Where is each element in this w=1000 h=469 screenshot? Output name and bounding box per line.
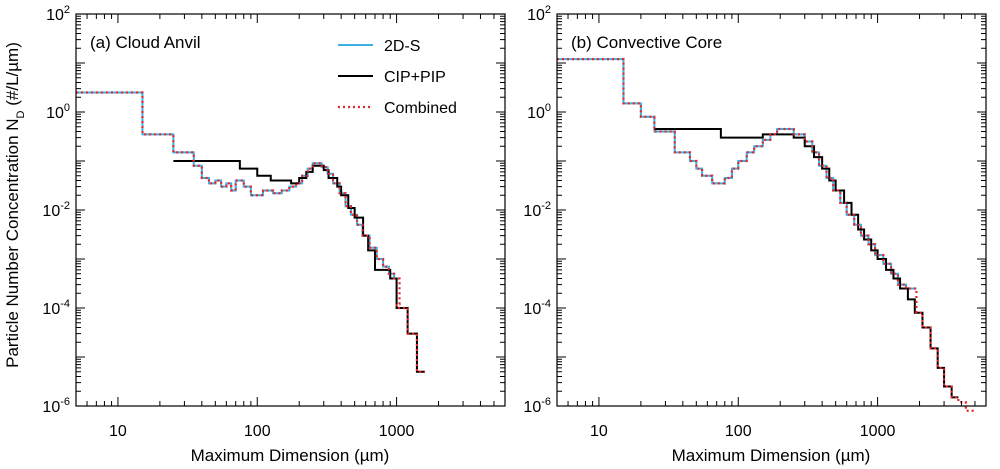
series-2d-s <box>76 91 400 280</box>
legend-label-combined: Combined <box>384 100 457 117</box>
x-tick-label: 1000 <box>379 423 415 440</box>
y-tick-label: 10-6 <box>523 396 551 416</box>
x-axis-label: Maximum Dimension (µm) <box>191 446 390 465</box>
series-combined <box>557 58 975 412</box>
series-layer <box>76 91 426 373</box>
y-tick-label: 10-4 <box>523 298 551 318</box>
x-tick-label: 100 <box>725 423 752 440</box>
y-tick-label: 102 <box>527 4 551 24</box>
y-tick-label: 100 <box>527 102 551 122</box>
plot-frame <box>556 13 987 407</box>
series-2d-s <box>557 58 917 290</box>
series-cip-pip <box>173 160 426 373</box>
legend-label-2d-s: 2D-S <box>384 38 420 55</box>
panel-convective-core: 10 100 1000 102 100 10-2 10-4 10-6 (b) Convecti… <box>523 4 987 465</box>
y-tick-label: 102 <box>46 4 70 24</box>
x-tick-label: 100 <box>244 423 271 440</box>
legend: 2D-S CIP+PIP Combined <box>338 38 457 117</box>
x-tick-label: 10 <box>109 423 127 440</box>
y-tick-label: 100 <box>46 102 70 122</box>
y-tick-label: 10-2 <box>523 200 551 220</box>
tick-layer: 10 100 1000 102 100 10-2 10-4 10-6 <box>42 4 506 440</box>
x-tick-label: 1000 <box>860 423 896 440</box>
x-axis-label: Maximum Dimension (µm) <box>672 446 871 465</box>
legend-label-cip-pip: CIP+PIP <box>384 69 446 86</box>
panel-title: (a) Cloud Anvil <box>90 33 201 52</box>
series-combined <box>76 91 426 373</box>
y-tick-label: 10-2 <box>42 200 70 220</box>
series-layer <box>557 58 975 412</box>
panel-cloud-anvil: 10 100 1000 102 100 10-2 10-4 10-6 (a) Cloud An… <box>42 4 506 465</box>
panel-title: (b) Convective Core <box>571 33 722 52</box>
x-tick-label: 10 <box>590 423 608 440</box>
y-tick-label: 10-4 <box>42 298 70 318</box>
y-axis-label: Particle Number Concentration ND (#/L/µm… <box>3 42 27 368</box>
tick-layer: 10 100 1000 102 100 10-2 10-4 10-6 <box>523 4 987 440</box>
y-tick-label: 10-6 <box>42 396 70 416</box>
